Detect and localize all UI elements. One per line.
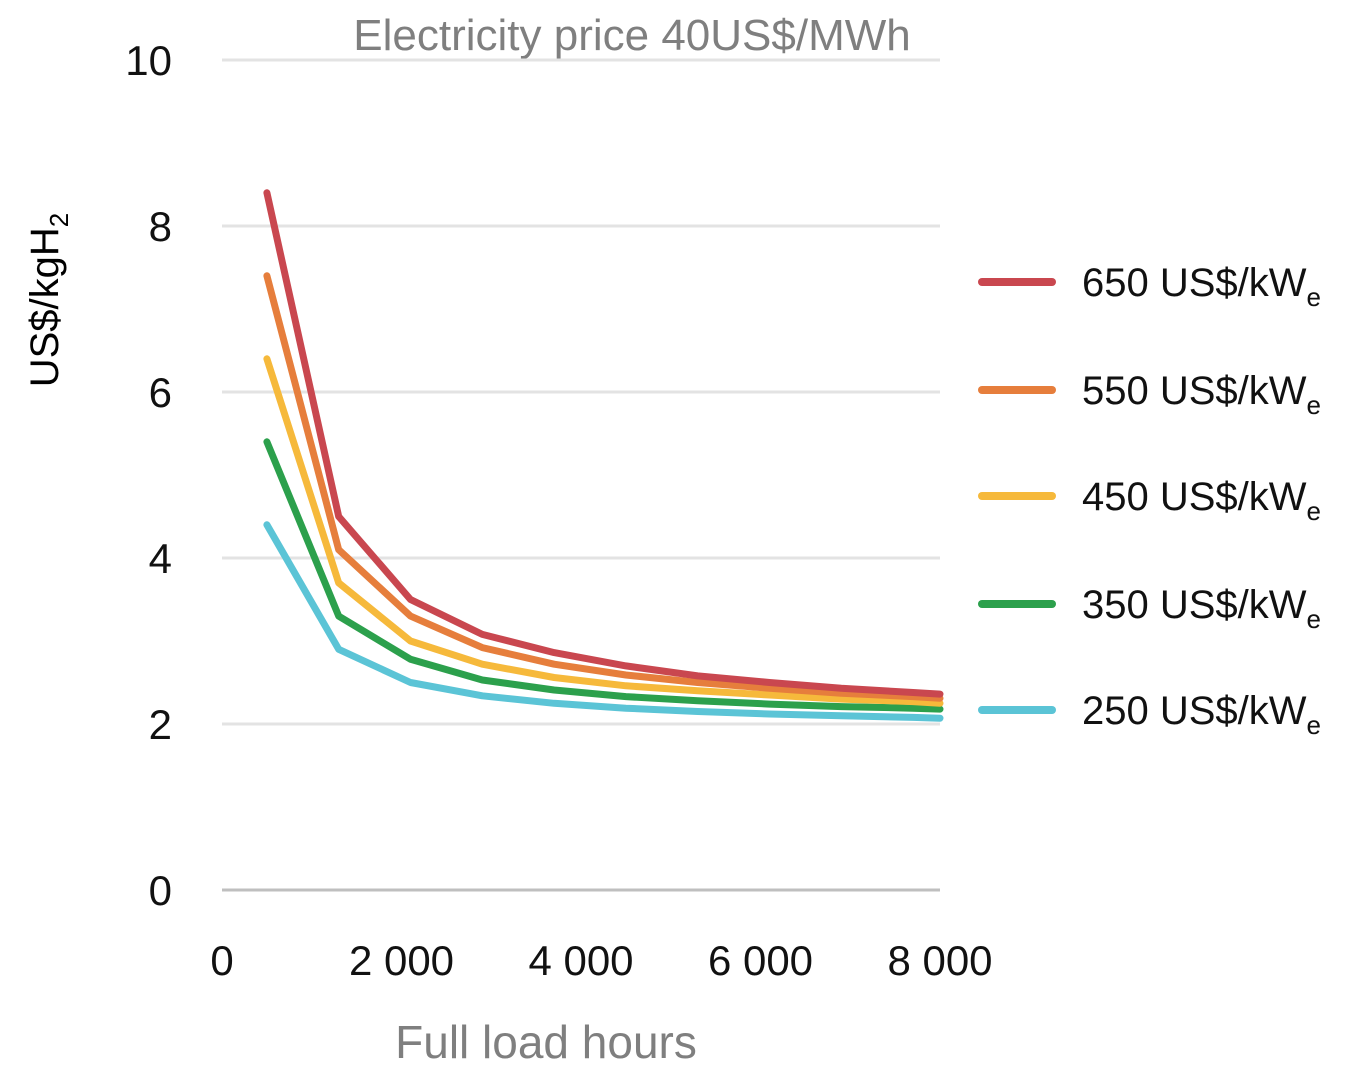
y-axis-ticks: 0 2 4 6 8 10 — [125, 37, 172, 914]
x-tick-label: 4 000 — [528, 937, 633, 984]
series-line — [263, 355, 944, 707]
legend-label: 650 US$/kWe — [1082, 261, 1321, 312]
x-tick-label: 8 000 — [887, 937, 992, 984]
y-tick-label: 0 — [149, 867, 172, 914]
series-lines — [263, 189, 944, 722]
series-line — [263, 189, 944, 698]
x-axis-ticks: 0 2 000 4 000 6 000 8 000 — [210, 937, 992, 984]
x-tick-label: 2 000 — [349, 937, 454, 984]
series-line — [263, 272, 944, 702]
x-tick-label: 0 — [210, 937, 233, 984]
legend: 650 US$/kWe 550 US$/kWe 450 US$/kWe 350 US$… — [978, 261, 1321, 740]
legend-label: 250 US$/kWe — [1082, 689, 1321, 740]
chart-title: Electricity price 40US$/MWh — [353, 11, 910, 60]
y-axis-label: US$/kgH2 — [23, 213, 74, 388]
series-line — [263, 521, 944, 722]
gridlines — [222, 58, 940, 892]
y-tick-label: 8 — [149, 203, 172, 250]
legend-label: 550 US$/kWe — [1082, 369, 1321, 420]
series-line — [263, 438, 944, 713]
y-tick-label: 10 — [125, 37, 172, 84]
y-tick-label: 6 — [149, 369, 172, 416]
y-tick-label: 4 — [149, 535, 172, 582]
legend-label: 450 US$/kWe — [1082, 475, 1321, 526]
legend-label: 350 US$/kWe — [1082, 583, 1321, 634]
x-tick-label: 6 000 — [708, 937, 813, 984]
x-axis-label: Full load hours — [395, 1016, 697, 1068]
y-tick-label: 2 — [149, 701, 172, 748]
